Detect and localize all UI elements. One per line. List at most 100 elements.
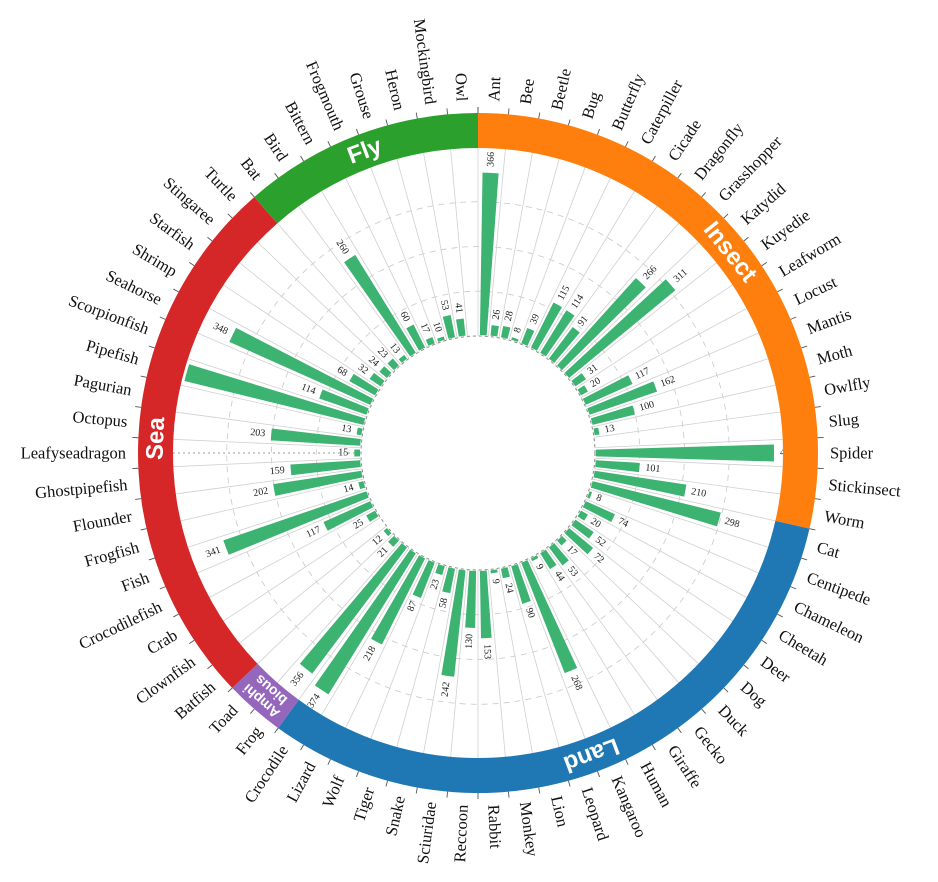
value-label-kuyedie: 31 bbox=[585, 362, 600, 377]
bar-stickinsect bbox=[595, 460, 640, 473]
ring-tick bbox=[723, 687, 729, 693]
ring-tick bbox=[651, 744, 656, 751]
category-label-leopard: Leopard bbox=[578, 785, 613, 844]
category-label-bittern: Bittern bbox=[281, 98, 319, 147]
bar-frogmouth bbox=[425, 337, 435, 346]
radial-gridline bbox=[396, 158, 448, 341]
group-segment-amphi-bious bbox=[232, 663, 299, 729]
ring-tick bbox=[743, 236, 749, 242]
category-label-locust: Locust bbox=[791, 272, 840, 309]
value-label-scorpionfish: 114 bbox=[300, 382, 318, 397]
radial-gridline bbox=[593, 468, 781, 495]
radial-gridline bbox=[562, 533, 699, 665]
value-label-human: 9 bbox=[533, 562, 545, 572]
category-label-owlfly: Owlfly bbox=[823, 372, 873, 399]
ring-tick bbox=[625, 759, 629, 765]
ring-tick bbox=[538, 787, 541, 794]
ring-tick bbox=[651, 155, 656, 162]
bar-flounder bbox=[273, 470, 363, 496]
category-label-sciuridae: Sciuridae bbox=[413, 801, 440, 865]
radial-gridline bbox=[239, 525, 387, 644]
ring-tick bbox=[327, 759, 331, 765]
bar-wolf bbox=[412, 560, 435, 598]
category-label-grouse: Grouse bbox=[345, 70, 378, 121]
radial-gridline bbox=[569, 262, 717, 381]
radial-gridline bbox=[546, 206, 658, 359]
category-label-flounder: Flounder bbox=[71, 506, 134, 535]
ring-tick bbox=[356, 771, 359, 778]
radial-gridline bbox=[197, 332, 371, 408]
bar-pipefish bbox=[184, 364, 366, 425]
category-label-turtle: Turtle bbox=[200, 163, 241, 205]
radial-gridline bbox=[345, 558, 428, 728]
bar-moth bbox=[590, 405, 635, 425]
ring-tick bbox=[677, 727, 682, 734]
bar-shrimp bbox=[349, 373, 379, 396]
radial-gridline bbox=[580, 508, 747, 598]
bar-leafworm bbox=[577, 385, 588, 396]
value-label-reccoon: 130 bbox=[464, 634, 476, 649]
bar-reccoon bbox=[465, 570, 477, 629]
bar-ant bbox=[479, 172, 499, 336]
value-label-pagurian: 13 bbox=[340, 423, 352, 436]
category-label-giraffe: Giraffe bbox=[664, 742, 706, 792]
value-label-stickinsect: 101 bbox=[645, 463, 661, 475]
category-label-ghostpipefish: Ghostpipefish bbox=[34, 475, 129, 502]
category-label-shrimp: Shrimp bbox=[129, 239, 180, 280]
bar-toad bbox=[388, 535, 399, 547]
bar-crab bbox=[366, 510, 379, 522]
radial-gridline bbox=[423, 568, 458, 754]
ring-tick bbox=[508, 791, 510, 798]
bar-seahorse bbox=[229, 327, 374, 405]
radial-gridline bbox=[488, 149, 506, 337]
radial-gridline bbox=[594, 457, 783, 468]
ring-tick bbox=[809, 528, 816, 531]
ring-tick bbox=[207, 664, 213, 670]
value-label-fish: 341 bbox=[204, 545, 222, 561]
category-label-owl: Owl bbox=[451, 73, 471, 103]
radial-gridline bbox=[508, 158, 560, 341]
category-label-octopus: Octopus bbox=[72, 407, 128, 431]
radial-gridline bbox=[575, 517, 733, 622]
bar-bee bbox=[490, 325, 499, 337]
bar-pagurian bbox=[356, 427, 363, 436]
category-label-bird: Bird bbox=[260, 130, 292, 166]
ring-tick bbox=[159, 316, 166, 320]
bar-leafyseadragon bbox=[354, 449, 361, 457]
category-label-monkey: Monkey bbox=[516, 801, 542, 859]
category-label-spider: Spider bbox=[830, 444, 874, 463]
radial-gridline bbox=[498, 568, 533, 754]
category-label-crab: Crab bbox=[143, 625, 180, 658]
bar-bug bbox=[511, 337, 519, 342]
radial-gridline bbox=[175, 468, 363, 495]
bar-gecko bbox=[548, 543, 569, 566]
value-label-mantis: 162 bbox=[659, 374, 677, 390]
category-label-butterfly: Butterfly bbox=[608, 70, 649, 133]
value-label-leopard: 90 bbox=[523, 606, 537, 619]
ring-tick bbox=[761, 639, 768, 644]
ring-tick bbox=[814, 498, 821, 500]
radial-gridline bbox=[396, 565, 448, 748]
ring-tick bbox=[801, 557, 808, 561]
value-label-cheetah: 20 bbox=[588, 516, 602, 531]
radial-gridline bbox=[197, 498, 371, 574]
ring-tick bbox=[446, 108, 448, 115]
radial-gridline bbox=[277, 223, 402, 366]
category-label-frog: Frog bbox=[232, 722, 266, 758]
category-label-lizard: Lizard bbox=[282, 758, 319, 806]
bar-mantis bbox=[587, 381, 658, 415]
radial-gridline bbox=[257, 533, 394, 665]
radial-gridline bbox=[345, 178, 428, 348]
category-label-frogfish: Frogfish bbox=[82, 537, 142, 570]
value-label-lion: 24 bbox=[502, 582, 515, 594]
value-label-starfish: 32 bbox=[356, 362, 371, 377]
category-label-stickinsect: Stickinsect bbox=[828, 475, 902, 500]
radial-gridline bbox=[591, 384, 776, 428]
bar-stingaree bbox=[379, 366, 392, 378]
radial-gridline bbox=[498, 152, 533, 338]
category-label-cicade: Cicade bbox=[664, 116, 705, 165]
radial-gridline bbox=[580, 308, 747, 398]
ring-tick bbox=[701, 192, 706, 198]
value-label-snake: 58 bbox=[437, 597, 450, 609]
bar-ghostpipefish bbox=[290, 460, 361, 476]
